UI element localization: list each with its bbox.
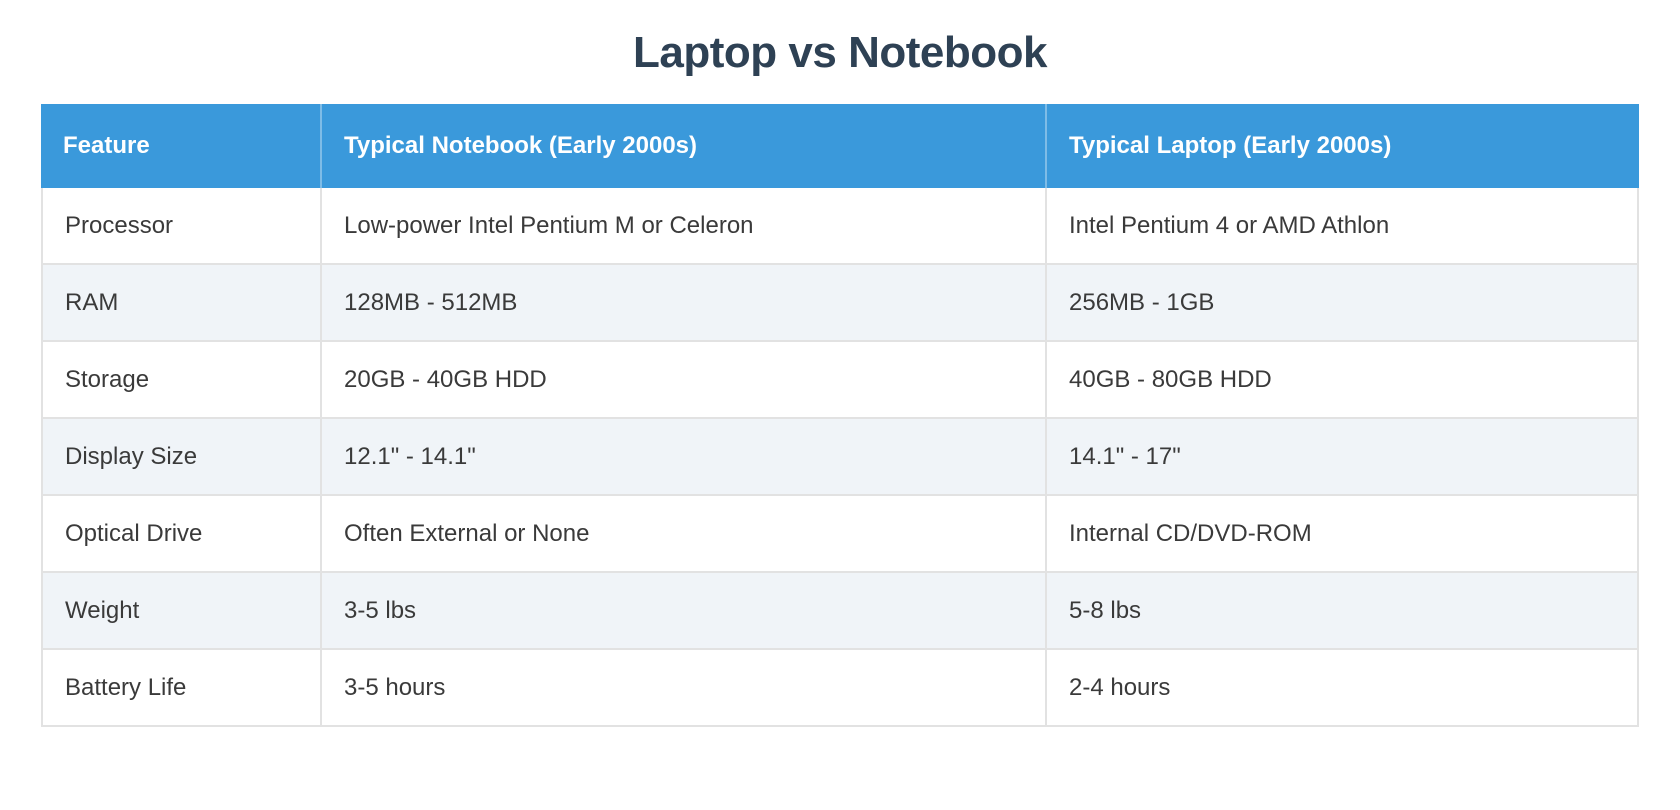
table-row: Battery Life 3-5 hours 2-4 hours — [41, 650, 1639, 727]
table-row: Processor Low-power Intel Pentium M or Ce… — [41, 188, 1639, 265]
column-header-notebook: Typical Notebook (Early 2000s) — [322, 104, 1047, 188]
table-row: RAM 128MB - 512MB 256MB - 1GB — [41, 265, 1639, 342]
notebook-cell: Low-power Intel Pentium M or Celeron — [322, 188, 1047, 265]
feature-cell: Storage — [41, 342, 322, 419]
header-row: Feature Typical Notebook (Early 2000s) T… — [41, 104, 1639, 188]
page: Laptop vs Notebook Feature Typical Noteb… — [0, 28, 1680, 810]
laptop-cell: 256MB - 1GB — [1047, 265, 1639, 342]
laptop-cell: Internal CD/DVD-ROM — [1047, 496, 1639, 573]
notebook-cell: 20GB - 40GB HDD — [322, 342, 1047, 419]
notebook-cell: 12.1" - 14.1" — [322, 419, 1047, 496]
notebook-cell: 3-5 lbs — [322, 573, 1047, 650]
page-title: Laptop vs Notebook — [633, 28, 1047, 77]
feature-cell: Display Size — [41, 419, 322, 496]
laptop-cell: 2-4 hours — [1047, 650, 1639, 727]
table-row: Storage 20GB - 40GB HDD 40GB - 80GB HDD — [41, 342, 1639, 419]
table-row: Display Size 12.1" - 14.1" 14.1" - 17" — [41, 419, 1639, 496]
laptop-cell: 40GB - 80GB HDD — [1047, 342, 1639, 419]
column-header-feature: Feature — [41, 104, 322, 188]
column-header-laptop: Typical Laptop (Early 2000s) — [1047, 104, 1639, 188]
table-row: Weight 3-5 lbs 5-8 lbs — [41, 573, 1639, 650]
table-body: Processor Low-power Intel Pentium M or Ce… — [41, 188, 1639, 727]
laptop-cell: 5-8 lbs — [1047, 573, 1639, 650]
feature-cell: Battery Life — [41, 650, 322, 727]
feature-cell: Weight — [41, 573, 322, 650]
feature-cell: Processor — [41, 188, 322, 265]
laptop-cell: 14.1" - 17" — [1047, 419, 1639, 496]
laptop-cell: Intel Pentium 4 or AMD Athlon — [1047, 188, 1639, 265]
feature-cell: Optical Drive — [41, 496, 322, 573]
notebook-cell: Often External or None — [322, 496, 1047, 573]
table-row: Optical Drive Often External or None Inter… — [41, 496, 1639, 573]
feature-cell: RAM — [41, 265, 322, 342]
notebook-cell: 128MB - 512MB — [322, 265, 1047, 342]
notebook-cell: 3-5 hours — [322, 650, 1047, 727]
content-area: Laptop vs Notebook Feature Typical Noteb… — [41, 28, 1639, 727]
comparison-table: Feature Typical Notebook (Early 2000s) T… — [41, 104, 1639, 727]
